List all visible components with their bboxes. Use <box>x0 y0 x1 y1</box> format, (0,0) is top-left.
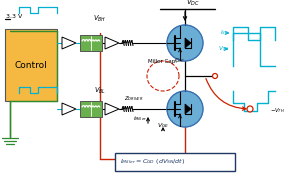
Text: Miller Cap:: Miller Cap: <box>148 58 179 64</box>
Text: $V_{BH}$: $V_{BH}$ <box>94 14 106 24</box>
Text: $V_{SN}$: $V_{SN}$ <box>218 45 230 53</box>
Text: Control: Control <box>15 60 47 70</box>
Text: $C_{GC}$: $C_{GC}$ <box>174 56 185 66</box>
Text: $I_{Miller} = C_{GD}\ (dV_{SN}/dt)$: $I_{Miller} = C_{GD}\ (dV_{SN}/dt)$ <box>120 157 185 167</box>
Bar <box>115 153 235 171</box>
Circle shape <box>167 25 203 61</box>
Text: 3.3 V: 3.3 V <box>6 14 22 18</box>
Text: $Z_{DRIVER}$: $Z_{DRIVER}$ <box>124 94 143 104</box>
Circle shape <box>167 91 203 127</box>
Text: $V_{DC}$: $V_{DC}$ <box>186 0 200 8</box>
Circle shape <box>247 106 253 112</box>
Polygon shape <box>62 103 76 115</box>
Text: $I_{SC}$: $I_{SC}$ <box>220 29 229 37</box>
Bar <box>5 29 57 101</box>
Text: $V_{GE}$: $V_{GE}$ <box>157 122 169 131</box>
Circle shape <box>212 73 217 79</box>
Text: $V_{BL}$: $V_{BL}$ <box>94 86 106 96</box>
Bar <box>80 35 102 51</box>
Text: $i_{Miller}$: $i_{Miller}$ <box>133 115 147 123</box>
Polygon shape <box>185 104 191 114</box>
Bar <box>80 101 102 117</box>
Polygon shape <box>105 37 119 49</box>
Polygon shape <box>62 37 76 49</box>
Polygon shape <box>185 38 191 48</box>
Polygon shape <box>105 103 119 115</box>
Text: $-V_{TH}$: $-V_{TH}$ <box>270 107 285 115</box>
